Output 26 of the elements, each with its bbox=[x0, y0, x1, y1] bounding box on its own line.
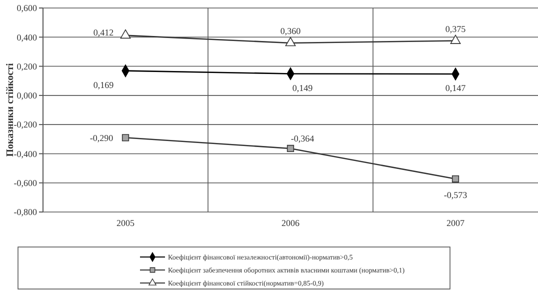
data-label: 0,147 bbox=[445, 83, 466, 94]
y-tick-label: -0,200 bbox=[14, 120, 38, 130]
point bbox=[285, 37, 296, 46]
data-label: -0,290 bbox=[90, 132, 114, 143]
point bbox=[286, 144, 294, 152]
data-label: 0,169 bbox=[93, 80, 114, 90]
point bbox=[122, 134, 130, 142]
x-tick-label: 2005 bbox=[116, 218, 135, 228]
data-label: -0,573 bbox=[444, 190, 468, 200]
y-tick-label: 0,000 bbox=[16, 90, 38, 101]
x-tick-label: 2007 bbox=[446, 218, 465, 228]
data-label: -0,364 bbox=[290, 134, 315, 144]
y-tick-label: -0,400 bbox=[14, 148, 38, 159]
point bbox=[452, 175, 460, 182]
y-tick-label: -0,800 bbox=[14, 207, 38, 218]
data-label: 0,412 bbox=[93, 28, 114, 38]
point bbox=[120, 29, 131, 39]
x-tick-label: 2006 bbox=[282, 218, 300, 228]
data-label: 0,375 bbox=[445, 24, 466, 34]
data-label: 0,149 bbox=[292, 82, 314, 93]
y-tick-label: -0,600 bbox=[14, 178, 38, 188]
point bbox=[450, 34, 461, 44]
y-tick-label: 0,200 bbox=[16, 61, 38, 72]
y-tick-label: 0,400 bbox=[16, 32, 38, 42]
y-tick-label: 0,600 bbox=[16, 3, 38, 14]
data-label: 0,360 bbox=[280, 26, 302, 36]
